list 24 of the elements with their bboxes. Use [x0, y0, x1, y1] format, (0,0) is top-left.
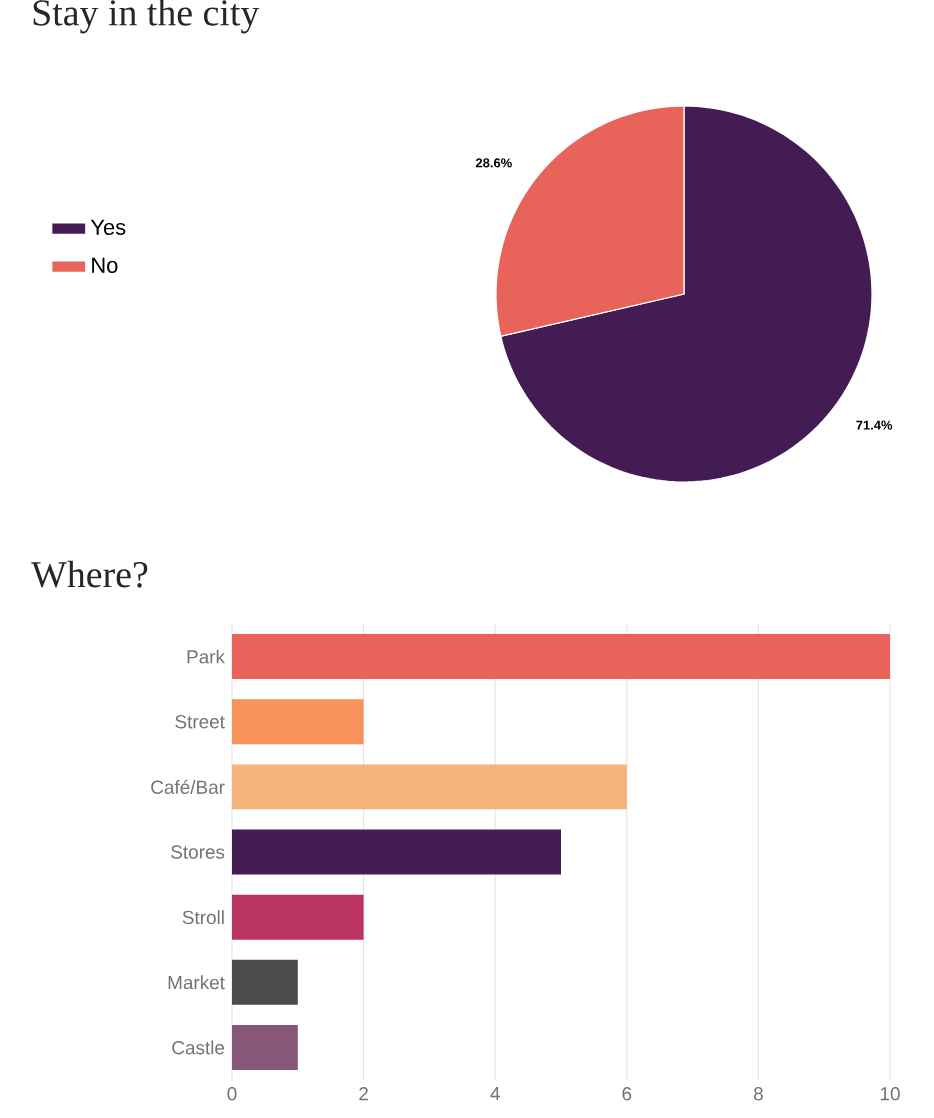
- x-tick-label: 0: [227, 1087, 237, 1101]
- bar: [232, 894, 364, 940]
- x-tick-label: 6: [622, 1087, 632, 1101]
- bar: [232, 829, 562, 875]
- bar: [232, 764, 627, 810]
- legend-label: Yes: [90, 219, 126, 235]
- x-tick-label: 8: [753, 1087, 763, 1101]
- y-tick-label: Stroll: [182, 910, 224, 925]
- chart-title: Stay in the city: [33, 0, 260, 34]
- x-tick-label: 4: [490, 1087, 500, 1101]
- y-tick-label: Market: [168, 975, 225, 990]
- x-tick-label: 2: [359, 1087, 368, 1101]
- legend-label: No: [92, 257, 118, 273]
- y-tick-label: Café/Bar: [151, 779, 225, 794]
- y-tick-label: Stores: [171, 845, 225, 859]
- bar: [232, 634, 891, 680]
- bar: [232, 699, 364, 745]
- chart-title: Where?: [31, 560, 148, 588]
- bar: [232, 959, 298, 1005]
- bar: [232, 1024, 298, 1070]
- y-tick-label: Park: [187, 649, 225, 664]
- y-tick-label: Street: [175, 715, 225, 729]
- y-tick-label: Castle: [172, 1040, 225, 1055]
- x-tick-label: 10: [880, 1087, 900, 1101]
